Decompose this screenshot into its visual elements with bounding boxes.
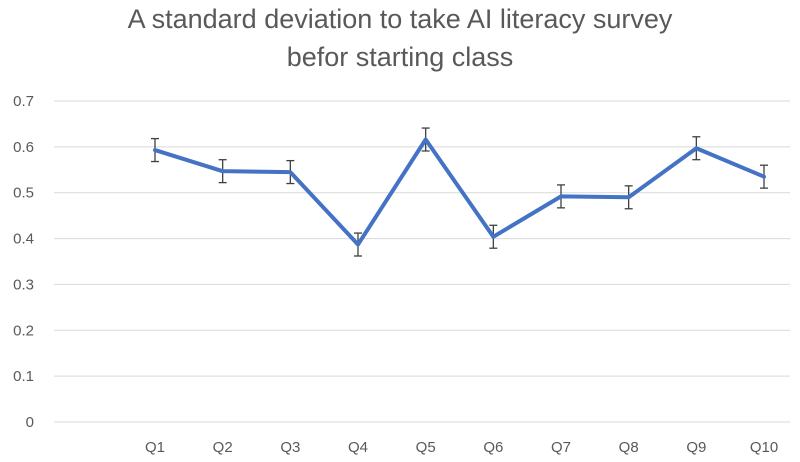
y-tick-label: 0.4 <box>13 231 34 248</box>
x-axis-tick-labels: Q1 Q2 Q3 Q4 Q5 Q6 Q7 Q8 Q9 Q10 <box>145 439 778 456</box>
y-tick-label: 0 <box>26 414 34 431</box>
chart-title-line1: A standard deviation to take AI literacy… <box>127 4 673 34</box>
x-tick-label: Q7 <box>551 439 571 456</box>
chart-title-line2: befor starting class <box>286 42 514 72</box>
x-tick-label: Q2 <box>213 439 233 456</box>
x-tick-label: Q3 <box>280 439 300 456</box>
y-tick-label: 0.6 <box>13 139 34 156</box>
gridlines <box>54 100 790 423</box>
y-tick-label: 0.5 <box>13 185 34 202</box>
x-tick-label: Q6 <box>483 439 503 456</box>
y-tick-label: 0.7 <box>13 93 34 110</box>
y-tick-label: 0.2 <box>13 322 34 339</box>
x-tick-label: Q8 <box>619 439 639 456</box>
x-tick-label: Q9 <box>686 439 706 456</box>
x-tick-label: Q5 <box>416 439 436 456</box>
x-tick-label: Q1 <box>145 439 165 456</box>
series-line <box>153 137 766 247</box>
y-tick-label: 0.1 <box>13 368 34 385</box>
x-tick-label: Q10 <box>750 439 778 456</box>
x-tick-label: Q4 <box>348 439 368 456</box>
y-axis-tick-labels: 0 0.1 0.2 0.3 0.4 0.5 0.6 0.7 <box>13 93 34 431</box>
series-line-layer <box>153 137 766 247</box>
y-tick-label: 0.3 <box>13 276 34 293</box>
